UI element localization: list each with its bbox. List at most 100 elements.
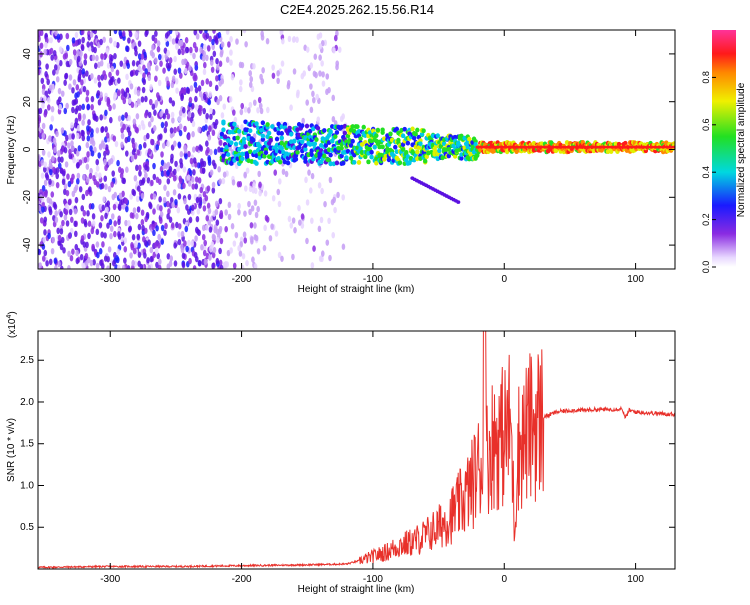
spectrogram-cell [247, 200, 251, 208]
spectrogram-cell [168, 57, 173, 64]
spectrogram-cell [183, 67, 188, 75]
spectrogram-cell [155, 92, 160, 99]
spectrogram-cell [224, 226, 228, 233]
spectrogram-cell [323, 200, 327, 208]
spectrogram-cell [177, 48, 182, 56]
spectrogram-cell [249, 75, 254, 83]
spectrogram-cell [215, 57, 219, 65]
spectrogram-cell [173, 168, 177, 176]
spectrogram-cell [175, 43, 179, 51]
spectrogram-cell [276, 188, 281, 196]
spectrogram-cell [136, 89, 141, 97]
spectrogram-cell [82, 241, 87, 248]
spectrogram-cell [82, 210, 87, 217]
spectrogram-cell [277, 200, 282, 208]
spectrogram-cell [284, 170, 289, 178]
spectrogram-cell [166, 178, 171, 185]
spectrogram-cell [266, 106, 270, 114]
spectrogram-cell [157, 233, 161, 241]
spectrogram-cell [65, 32, 70, 40]
spectrogram-cell [44, 172, 49, 179]
spectrogram-signal-cell [435, 133, 440, 139]
spectrogram-y-tick-label: 40 [22, 48, 33, 60]
spectrogram-cell [143, 142, 147, 149]
spectrogram-cell [47, 151, 51, 158]
spectrogram-cell [238, 61, 243, 69]
spectrogram-cell [298, 219, 302, 226]
spectrogram-cell [270, 223, 274, 230]
spectrogram-cell [192, 41, 197, 49]
spectrogram-cell [103, 255, 108, 262]
spectrogram-cell [232, 109, 236, 116]
spectrogram-cell [74, 31, 79, 39]
spectrogram-cell [337, 46, 342, 53]
spectrogram-cell [72, 79, 77, 86]
spectrogram-cell [192, 169, 196, 176]
spectrogram-cell [211, 43, 215, 51]
spectrogram-cell [140, 58, 144, 66]
spectrogram-cell [232, 262, 237, 269]
spectrogram-cell [71, 173, 75, 180]
spectrogram-cell [61, 178, 66, 186]
spectrogram-signal-cell [405, 140, 411, 146]
spectrogram-cell [80, 30, 85, 36]
spectrogram-cell [215, 75, 219, 82]
spectrogram-cell [115, 41, 120, 49]
spectrogram-cell [178, 123, 183, 130]
spectrogram-cell [154, 30, 158, 37]
spectrogram-cell [132, 247, 137, 255]
spectrogram-cell [39, 188, 43, 196]
spectrogram-cell [171, 201, 175, 209]
spectrogram-cell [109, 116, 113, 124]
spectrogram-cell [121, 177, 125, 184]
spectrogram-cell [77, 145, 82, 152]
spectrogram-cell [85, 70, 89, 77]
spectrogram-cell [112, 203, 117, 211]
spectrogram-cell [137, 223, 142, 231]
spectrogram-cell [48, 135, 52, 142]
spectrogram-carrier-cell [585, 145, 591, 149]
spectrogram-cell [227, 201, 232, 209]
spectrogram-cell [48, 198, 53, 205]
spectrogram-cell [127, 97, 132, 104]
spectrogram-cell [131, 259, 135, 267]
spectrogram-cell [43, 229, 47, 236]
colorbar-tick-label: 0.0 [701, 261, 711, 274]
spectrogram-cell [230, 74, 235, 81]
spectrogram-cell [120, 168, 125, 175]
spectrogram-cell [333, 206, 337, 214]
spectrogram-cell [95, 54, 99, 62]
spectrogram-cell [300, 213, 305, 220]
spectrogram-cell [271, 195, 276, 202]
spectrogram-cell [64, 72, 69, 80]
spectrogram-cell [65, 60, 70, 68]
spectrogram-cell [143, 252, 147, 259]
spectrogram-cell [318, 54, 322, 61]
spectrogram-cell [177, 115, 182, 123]
spectrogram-cell [48, 84, 53, 91]
spectrogram-signal-cell [225, 138, 231, 143]
spectrogram-cell [107, 246, 112, 253]
spectrogram-cell [114, 140, 119, 148]
spectrogram-cell [202, 43, 207, 51]
spectrogram-cell [157, 53, 162, 61]
spectrogram-cell [191, 146, 196, 153]
spectrogram-cell [76, 125, 81, 132]
colorbar-ticks: 0.0 0.2 0.4 0.6 0.8 [701, 71, 716, 273]
spectrogram-cell [208, 125, 212, 132]
spectrogram-cell [200, 79, 205, 87]
spectrogram-cell [65, 220, 70, 227]
spectrogram-cell [146, 177, 151, 184]
spectrogram-signal-cell [312, 141, 318, 147]
spectrogram-cell [49, 124, 53, 131]
spectrogram-signal-cell [265, 122, 270, 127]
spectrogram-cell [218, 95, 223, 102]
spectrogram-cell [171, 75, 176, 82]
spectrogram-carrier-cell [621, 145, 627, 149]
spectrogram-cell [134, 126, 138, 133]
spectrogram-carrier-cell [566, 145, 572, 149]
spectrogram-cell [202, 32, 206, 39]
spectrogram-cell [321, 80, 326, 87]
spectrogram-cell [274, 230, 279, 237]
spectrogram-carrier-cell [593, 145, 599, 149]
